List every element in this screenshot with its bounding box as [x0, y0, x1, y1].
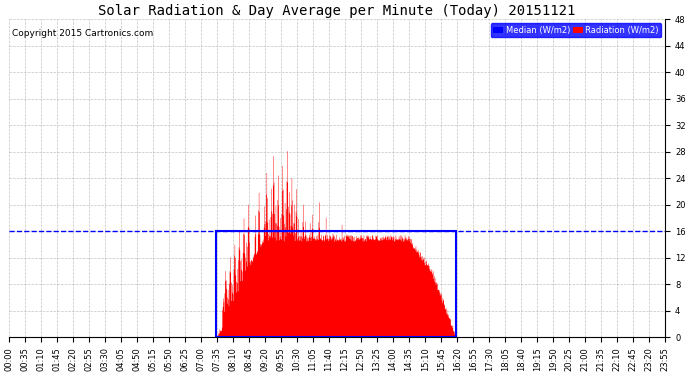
- Title: Solar Radiation & Day Average per Minute (Today) 20151121: Solar Radiation & Day Average per Minute…: [99, 4, 575, 18]
- Legend: Median (W/m2), Radiation (W/m2): Median (W/m2), Radiation (W/m2): [491, 24, 661, 38]
- Bar: [216, 231, 455, 337]
- Text: Copyright 2015 Cartronics.com: Copyright 2015 Cartronics.com: [12, 29, 153, 38]
